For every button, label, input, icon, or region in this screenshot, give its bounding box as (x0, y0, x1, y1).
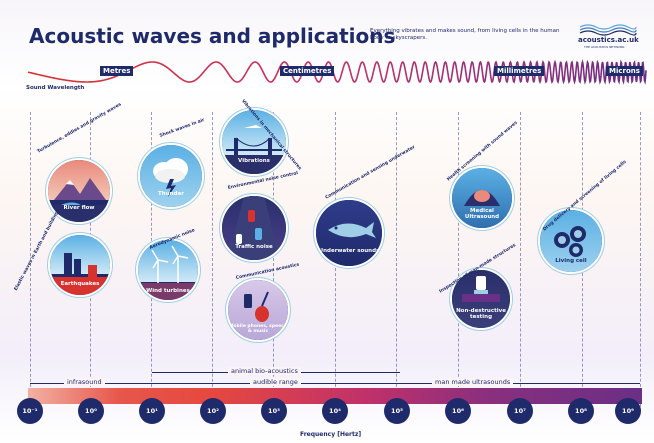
frequency-tick: 10⁸ (568, 398, 594, 424)
range-line-main (30, 383, 640, 384)
node-label: Living cell (555, 258, 587, 264)
node-vibrations[interactable]: Vibrations (222, 110, 286, 174)
bridge-plane-icon (226, 125, 282, 156)
range-ultrasound: man made ultrasounds (432, 378, 514, 386)
buildings-icon (64, 253, 97, 277)
node-thunder[interactable]: Thunder (140, 145, 202, 207)
node-river-flow[interactable]: River flow (48, 160, 110, 222)
logo-subtext: THE ACOUSTICS NETWORK (584, 45, 625, 49)
node-label: Thunder (158, 191, 184, 197)
guide-line (273, 112, 274, 412)
node-caption: Environmental noise control (227, 171, 299, 191)
logo-waves-icon (579, 24, 637, 36)
page-subtitle: Everything vibrates and makes sound, fro… (370, 28, 560, 41)
cells-icon (554, 226, 586, 257)
node-medical-ultrasound[interactable]: Medical Ultrasound (452, 168, 512, 228)
node-label: Medical Ultrasound (464, 208, 500, 220)
guitar-phone-icon (244, 291, 269, 322)
node-label: Mobile phones, speech & music (228, 324, 288, 334)
range-audible: audible range (250, 378, 301, 386)
guide-line (212, 112, 213, 412)
node-mobile-phones[interactable]: Mobile phones, speech & music (228, 280, 288, 340)
logo-text: acoustics.ac.uk (578, 36, 639, 44)
frequency-tick: 10⁹ (615, 398, 641, 424)
frequency-tick: 10² (200, 398, 226, 424)
range-infrasound: infrasound (64, 378, 105, 386)
node-caption: Shock waves in air (159, 117, 206, 139)
page-title: Acoustic waves and applications (29, 24, 396, 48)
wavelength-label: Sound Wavelength (26, 85, 85, 91)
scale-millimetres: Millimetres (494, 66, 545, 76)
frequency-tick: 10⁻¹ (17, 398, 43, 424)
guide-line (640, 112, 641, 412)
node-non-destructive-testing[interactable]: Non-destructive testing (452, 270, 510, 328)
node-earthquakes[interactable]: Earthquakes (50, 235, 110, 295)
node-label: Underwater sounds (318, 248, 380, 254)
frequency-tick: 10³ (261, 398, 287, 424)
guide-line (30, 112, 31, 412)
node-label: Traffic noise (235, 244, 273, 250)
range-animal-bio-acoustics: animal bio-acoustics (228, 367, 301, 375)
cloud-lightning-icon (153, 158, 188, 197)
frequency-tick: 10⁷ (507, 398, 533, 424)
whale-icon (328, 222, 376, 238)
frequency-tick: 10⁴ (322, 398, 348, 424)
node-label: River flow (63, 205, 95, 211)
node-wind-turbines[interactable]: Wind turbines (138, 240, 198, 300)
node-caption: Communication and sensing underwater (324, 144, 417, 201)
guide-line (520, 112, 521, 412)
node-label: Vibrations (238, 158, 270, 164)
wind-turbine-icon (151, 245, 189, 284)
frequency-tick: 10⁶ (445, 398, 471, 424)
scale-centimetres: Centimetres (280, 66, 335, 76)
guide-line (458, 112, 459, 412)
frequency-tick: 10⁰ (78, 398, 104, 424)
frequency-axis-label: Frequency [Hertz] (300, 431, 362, 438)
node-caption: Communication acoustics (235, 262, 300, 281)
scale-microns: Microns (606, 66, 643, 76)
frequency-bar (28, 388, 642, 404)
node-label: Wind turbines (146, 288, 190, 294)
frequency-tick: 10⁵ (384, 398, 410, 424)
road-cars-icon (228, 196, 280, 260)
node-underwater-sounds[interactable]: Underwater sounds (316, 200, 382, 266)
node-living-cell[interactable]: Living cell (540, 210, 602, 272)
frequency-tick: 10¹ (139, 398, 165, 424)
node-traffic-noise[interactable]: Traffic noise (222, 196, 286, 260)
node-caption: Turbulence, eddies and gravity waves (36, 102, 123, 155)
ultrasound-scan-icon (464, 190, 500, 206)
scale-metres: Metres (100, 66, 134, 76)
node-label: Earthquakes (60, 281, 100, 287)
guide-line (396, 112, 397, 412)
probe-icon (462, 276, 500, 302)
node-label: Non-destructive testing (456, 308, 506, 320)
